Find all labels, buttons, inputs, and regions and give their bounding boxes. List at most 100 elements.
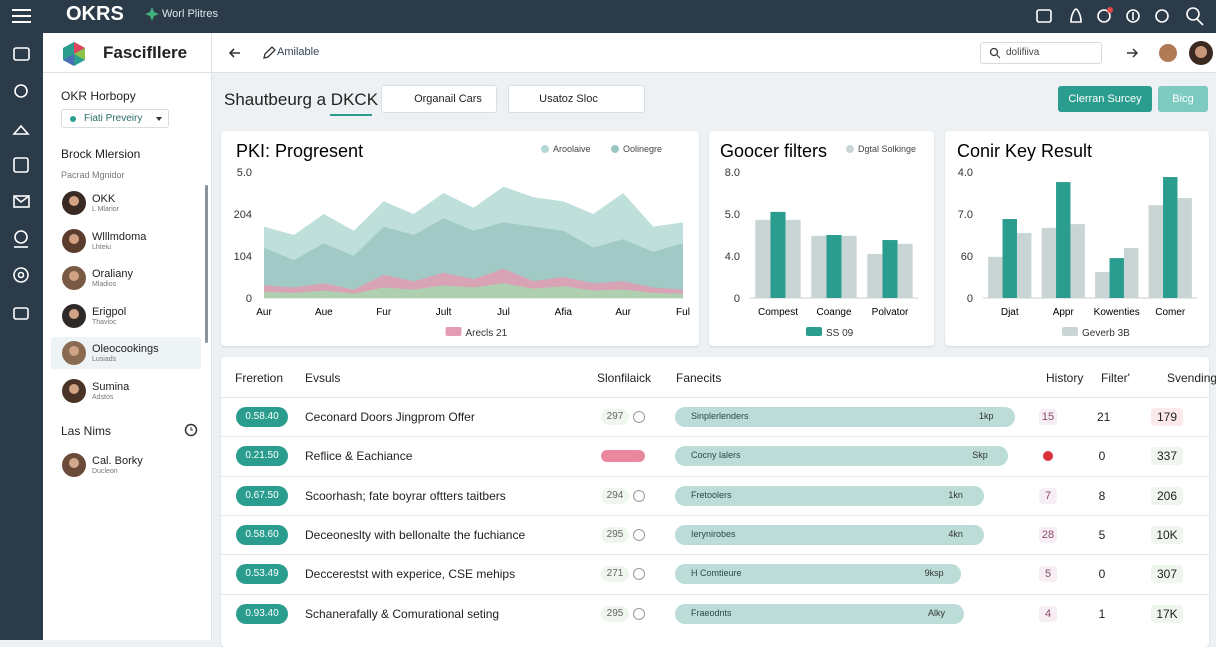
dropdown[interactable]: Usatoz Sloc [508, 85, 645, 113]
person-name[interactable]: OKK [92, 193, 116, 205]
x-tick-label: Djat [1001, 307, 1019, 318]
row-icon [633, 607, 645, 620]
y-tick-label: 104 [234, 251, 252, 263]
y-tick-label: 4.0 [725, 251, 740, 263]
x-tick-label: Fur [376, 307, 392, 318]
brand-bar [43, 33, 211, 73]
column-header: Filter' [1101, 371, 1130, 385]
group-title: Brock Mlersion [61, 147, 141, 161]
time-pill: 0.58.60 [236, 524, 288, 545]
person-name[interactable]: Cal. Borky [92, 455, 143, 467]
progress-bar [675, 603, 964, 624]
title-underline [330, 114, 372, 116]
progress-label: Sinplerlenders [691, 411, 749, 421]
bar [811, 235, 827, 298]
legend-label: Geverb 3B [1082, 328, 1130, 339]
progress-bar [675, 564, 961, 585]
time-pill: 0.93.40 [236, 603, 288, 624]
scrollbar[interactable] [205, 185, 208, 343]
progress-end: Skp [972, 450, 988, 461]
table: Freretion Evsuls Slonfilaick Fanecits Histor… [221, 357, 1216, 647]
bar [1163, 177, 1178, 298]
workspace[interactable]: Worl Plitres [162, 8, 219, 20]
row-desc[interactable]: Deccerestst with experice, CSE mehips [305, 567, 516, 582]
column-header: Evsuls [305, 371, 341, 385]
bar [988, 256, 1003, 298]
header-link[interactable]: Amilable [277, 46, 320, 58]
bar [1016, 232, 1032, 298]
bar [1177, 198, 1192, 298]
progress-end: 1kn [948, 489, 963, 500]
secondary-button[interactable]: Bicg [1158, 86, 1208, 112]
search-box[interactable] [980, 42, 1102, 64]
progress-bar [675, 485, 985, 506]
row-divider [221, 593, 1209, 595]
x-tick-label: Aue [315, 307, 333, 318]
time-pill: 0.58.40 [236, 407, 288, 427]
primary-button[interactable]: Clerran Surcey [1058, 86, 1152, 112]
header: Amilable dolifiiva [212, 33, 1216, 73]
history: 5 [1039, 566, 1057, 583]
row-desc[interactable]: Schanerafally & Comurational seting [305, 606, 500, 621]
bar [755, 219, 771, 298]
person-role: Lusiads [92, 356, 117, 363]
row-tag: 295 [601, 605, 629, 622]
bar [1109, 258, 1124, 298]
y-tick-label: 4.0 [958, 167, 973, 179]
row-desc[interactable]: Scoorhash; fate boyrar oftters taitbers [305, 488, 506, 503]
x-tick-label: Polvator [872, 307, 909, 318]
logo[interactable]: OKRS [66, 3, 124, 25]
menu-icon[interactable] [12, 8, 32, 24]
legend-label: Oolinegre [623, 144, 662, 154]
x-tick-label: Kowenties [1094, 307, 1140, 318]
bar [897, 243, 913, 298]
person-role: Adstos [92, 393, 114, 401]
row-desc[interactable]: Deceoneslty with bellonalte the fuchianc… [305, 527, 526, 542]
y-tick-label: 7.0 [958, 209, 973, 221]
person-name[interactable]: Oraliany [92, 268, 133, 280]
person-role: Mladios [92, 281, 117, 288]
avatar [62, 191, 86, 215]
progress-end: 9ksp [924, 568, 944, 579]
clock-icon[interactable] [184, 423, 198, 437]
avatar [62, 303, 86, 328]
y-tick-label: 5.0 [237, 167, 252, 179]
progress-label: Ierynirobes [691, 528, 736, 539]
header-right[interactable] [1124, 40, 1216, 66]
person-name[interactable]: Wlllmdoma [92, 230, 147, 243]
avatar [62, 266, 86, 290]
progress-bar [675, 446, 1009, 467]
x-tick-label: Jul [497, 307, 510, 318]
bar [1056, 182, 1071, 298]
person-name[interactable]: Sumina [92, 380, 130, 393]
workspace-icon [145, 7, 159, 21]
row-tag: 297 [601, 409, 629, 425]
bar [1095, 271, 1110, 298]
person-name[interactable]: Oleocookings [92, 343, 159, 355]
y-tick-label: 0 [246, 293, 252, 305]
chart-title: Goocer filters [720, 141, 827, 161]
rail-icons[interactable] [0, 33, 43, 333]
person-name[interactable]: Erigpol [92, 305, 127, 318]
progress-end: Alky [928, 607, 946, 618]
top-icons[interactable] [1035, 5, 1210, 27]
filter: 5 [1098, 527, 1106, 542]
person-role: Thavioc [92, 318, 117, 326]
history-dot [1043, 451, 1053, 462]
column-header: History [1046, 371, 1084, 385]
row-icon [633, 489, 645, 502]
column-header: Svending [1167, 371, 1216, 385]
column-header: Slonfilaick [597, 371, 652, 385]
badge-select[interactable] [61, 109, 169, 128]
row-desc[interactable]: Reflice & Eachiance [305, 449, 413, 464]
progress-label: H Comtieure [691, 568, 742, 579]
person-role: Lhteiu [92, 243, 112, 251]
filter-button[interactable]: Organail Cars [381, 85, 497, 113]
x-tick-label: Aur [256, 307, 272, 318]
row-desc[interactable]: Ceconard Doors Jingprom Offer [305, 410, 475, 424]
spend: 17K [1151, 604, 1183, 623]
header-icons[interactable] [228, 46, 288, 60]
button-label: Clerran Surcey [1068, 93, 1142, 105]
brand[interactable]: FascifIlere [103, 43, 188, 62]
